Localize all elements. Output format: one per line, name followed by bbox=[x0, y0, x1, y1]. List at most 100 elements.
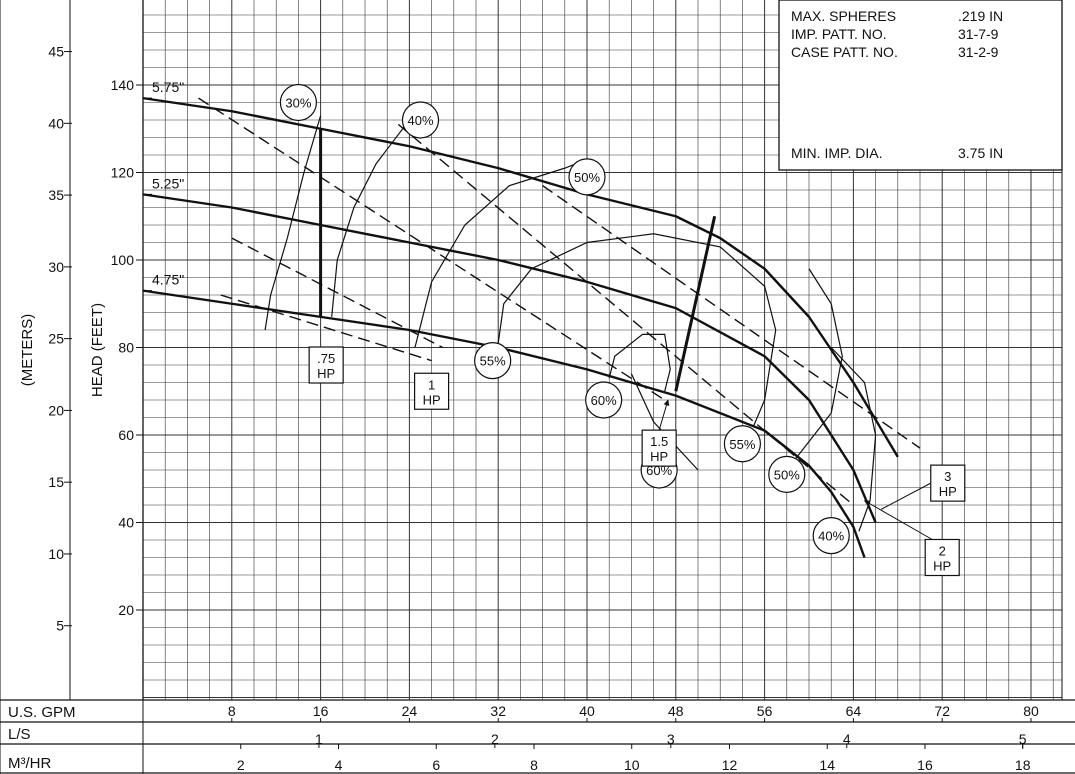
hp-unit: HP bbox=[933, 559, 951, 574]
efficiency-contour bbox=[786, 268, 843, 471]
gpm-tick-label: 56 bbox=[757, 703, 773, 719]
efficiency-label: 40% bbox=[818, 529, 844, 544]
hp-unit: HP bbox=[939, 484, 957, 499]
scale-label-m3hr: M³/HR bbox=[8, 755, 51, 772]
gpm-tick-label: 16 bbox=[313, 703, 329, 719]
hp-value: 2 bbox=[939, 544, 946, 559]
hp-line bbox=[220, 294, 432, 362]
y-tick-label-meters: 25 bbox=[48, 331, 64, 347]
y-tick-label-feet: 80 bbox=[118, 340, 134, 356]
y-tick-label-meters: 45 bbox=[48, 44, 64, 60]
chart-labels: 5.75" 5.25" 4.75" 30% 40% 50% 55% 60% 60% 55% 50% 4… bbox=[143, 79, 966, 577]
info-label: IMP. PATT. NO. bbox=[791, 26, 887, 42]
efficiency-label: 60% bbox=[591, 393, 617, 408]
info-label: CASE PATT. NO. bbox=[791, 44, 898, 60]
efficiency-label: 55% bbox=[480, 354, 506, 369]
m3hr-tick-label: 10 bbox=[624, 757, 640, 773]
y-tick-label-meters: 5 bbox=[56, 618, 64, 634]
leader-arrow bbox=[863, 500, 933, 540]
efficiency-label: 50% bbox=[774, 467, 800, 482]
ls-tick-label: 2 bbox=[491, 731, 499, 747]
efficiency-contour bbox=[608, 333, 671, 392]
impeller-size-label: 5.75" bbox=[152, 79, 184, 95]
hp-box bbox=[414, 372, 450, 410]
gpm-tick-label: 8 bbox=[228, 703, 236, 719]
efficiency-contour bbox=[830, 347, 877, 532]
impeller-curve bbox=[142, 193, 877, 523]
gpm-tick-label: 64 bbox=[846, 703, 862, 719]
scale-label-gpm: U.S. GPM bbox=[8, 704, 76, 721]
efficiency-marker bbox=[279, 83, 317, 122]
gpm-tick-label: 80 bbox=[1023, 703, 1039, 719]
hp-box bbox=[930, 464, 966, 502]
efficiency-label: 40% bbox=[407, 113, 433, 128]
m3hr-tick-label: 6 bbox=[432, 757, 440, 773]
impeller-curves bbox=[142, 96, 899, 558]
y-tick-label-meters: 10 bbox=[48, 546, 64, 562]
efficiency-contour bbox=[414, 158, 588, 348]
y-tick-label-meters: 30 bbox=[48, 259, 64, 275]
m3hr-tick-label: 4 bbox=[335, 757, 343, 773]
ls-tick-label: 4 bbox=[843, 731, 851, 747]
efficiency-marker bbox=[812, 517, 850, 555]
m3hr-tick-label: 16 bbox=[917, 757, 933, 773]
efficiency-marker bbox=[401, 101, 440, 139]
y-tick-label-meters: 20 bbox=[48, 402, 64, 418]
y-tick-label-feet: 120 bbox=[111, 165, 135, 181]
ls-tick-label: 5 bbox=[1019, 731, 1027, 747]
efficiency-contours bbox=[264, 115, 877, 532]
y-axis-title-meters: (METERS) bbox=[19, 314, 36, 387]
y-tick-label-meters: 35 bbox=[48, 187, 64, 203]
y-tick-label-feet: 60 bbox=[118, 427, 134, 443]
impeller-size-label: 5.25" bbox=[152, 175, 184, 191]
gpm-tick-label: 40 bbox=[579, 703, 595, 719]
y-tick-label-feet: 140 bbox=[111, 77, 135, 93]
gpm-tick-label: 72 bbox=[934, 703, 950, 719]
hp-line bbox=[198, 97, 666, 401]
efficiency-marker bbox=[474, 342, 512, 380]
hp-box bbox=[924, 538, 960, 577]
y-tick-label-feet: 40 bbox=[118, 515, 134, 531]
efficiency-contour bbox=[497, 233, 777, 427]
efficiency-contour bbox=[264, 115, 322, 331]
impeller-curve bbox=[142, 289, 866, 558]
m3hr-tick-label: 12 bbox=[722, 757, 738, 773]
efficiency-marker bbox=[568, 158, 606, 196]
efficiency-label: 30% bbox=[285, 96, 311, 111]
hp-box bbox=[308, 346, 344, 384]
gpm-tick-label: 24 bbox=[402, 703, 418, 719]
info-box-frame bbox=[778, 0, 1063, 171]
impeller-curve bbox=[142, 96, 899, 458]
gpm-tick-label: 48 bbox=[668, 703, 684, 719]
hp-line bbox=[542, 185, 921, 449]
impeller-size-label: 4.75" bbox=[152, 272, 184, 288]
hp-value: 1.5 bbox=[650, 434, 668, 449]
hp-value: .75 bbox=[317, 351, 335, 366]
max-flow-line bbox=[674, 215, 717, 392]
ls-tick-label: 1 bbox=[315, 731, 323, 747]
efficiency-contour bbox=[331, 119, 410, 317]
y-tick-label-feet: 20 bbox=[118, 602, 134, 618]
y-axis-title-feet: HEAD (FEET) bbox=[89, 303, 106, 397]
efficiency-marker bbox=[723, 425, 762, 463]
info-value: .219 IN bbox=[958, 8, 1003, 24]
info-value: 3.75 IN bbox=[958, 145, 1003, 161]
efficiency-marker bbox=[585, 381, 623, 419]
scale-label-ls: L/S bbox=[8, 726, 31, 743]
efficiency-contour bbox=[630, 373, 699, 471]
leader-arrow bbox=[658, 399, 670, 431]
y-tick-label-meters: 15 bbox=[48, 474, 64, 490]
y-tick-label-meters: 40 bbox=[48, 115, 64, 131]
info-label: MIN. IMP. DIA. bbox=[791, 145, 883, 161]
hp-unit: HP bbox=[317, 366, 335, 381]
info-value: 31-2-9 bbox=[958, 44, 999, 60]
hp-value: 1 bbox=[428, 377, 435, 392]
hp-unit: HP bbox=[650, 449, 668, 464]
m3hr-tick-label: 14 bbox=[819, 757, 835, 773]
efficiency-label: 55% bbox=[729, 437, 755, 452]
hp-value: 3 bbox=[944, 469, 951, 484]
y-tick-label-feet: 100 bbox=[111, 252, 135, 268]
m3hr-tick-label: 2 bbox=[237, 757, 245, 773]
